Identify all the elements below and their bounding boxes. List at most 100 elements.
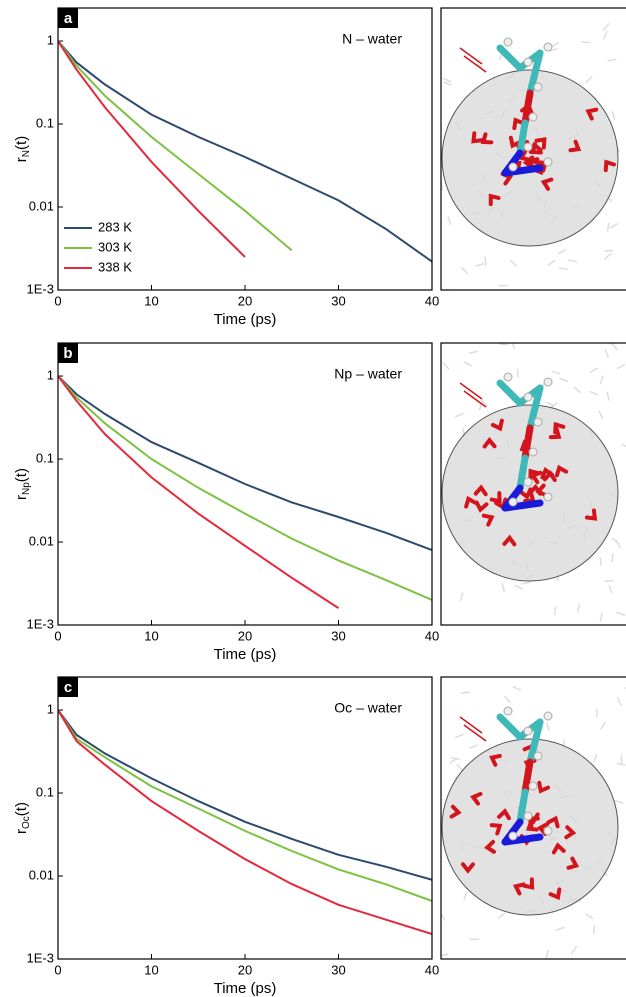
shell-water (508, 135, 522, 149)
shell-water (470, 791, 483, 806)
shell-water (449, 804, 462, 819)
x-tick-label: 40 (425, 962, 439, 977)
bulk-water (606, 391, 610, 401)
shell-water (512, 117, 525, 131)
series-line (58, 709, 432, 935)
hydrogen (543, 492, 553, 502)
shell-water (554, 464, 569, 478)
annotation: Oc – water (334, 700, 402, 716)
shell-water (512, 882, 526, 896)
bond (526, 49, 544, 97)
shell-water (584, 508, 598, 521)
shell-water (488, 193, 501, 207)
bulk-water (595, 708, 598, 718)
bulk-water (592, 754, 598, 764)
hydrogen (503, 372, 513, 382)
shell-water (548, 887, 562, 901)
shell-water (522, 877, 535, 890)
bulk-water (463, 891, 468, 901)
snapshot-frame (440, 676, 626, 960)
y-label-sub: Np (21, 482, 32, 495)
bond (526, 384, 544, 432)
bulk-water (468, 744, 478, 749)
y-label-sub: N (21, 150, 32, 157)
shell-water (473, 484, 488, 497)
bulk-water (616, 611, 626, 617)
shell-water (474, 500, 489, 513)
bond (501, 164, 544, 177)
series-line (58, 709, 432, 902)
annotation: Np – water (334, 366, 402, 382)
shell-water (568, 139, 582, 153)
shell-water (529, 470, 543, 485)
bulk-water (503, 695, 512, 704)
bulk-water (573, 386, 582, 394)
y-label-tail: (t) (13, 468, 30, 482)
bulk-water (585, 913, 594, 920)
bulk-water (454, 412, 464, 418)
y-tick-label: 0.01 (29, 867, 54, 882)
bulk-water (480, 399, 488, 407)
bulk-water (456, 763, 464, 772)
bulk-water (592, 924, 596, 935)
bulk-water (459, 592, 464, 602)
y-tick-label: 0.01 (29, 198, 54, 213)
shell-water (530, 142, 543, 155)
shell-water (482, 436, 497, 449)
shell-water (480, 132, 494, 145)
y-tick-label: 1 (47, 32, 54, 47)
y-axis-label: rOc(t) (13, 802, 32, 834)
bulk-water (576, 603, 581, 613)
shell-water (551, 842, 566, 855)
bulk-water (443, 81, 453, 86)
bulk-water (442, 362, 450, 370)
y-tick-label: 0.1 (36, 450, 54, 465)
bulk-water (475, 262, 485, 267)
bond (501, 833, 544, 846)
bulk-water (460, 266, 469, 275)
hydrogen (508, 162, 518, 172)
x-tick-label: 0 (54, 293, 61, 308)
bulk-water (460, 691, 470, 695)
bulk-water (547, 259, 556, 266)
y-label-main: r (13, 829, 30, 834)
hydrogen (528, 447, 538, 457)
bulk-water (571, 945, 578, 955)
bulk-water (602, 22, 610, 31)
bulk-water (599, 375, 605, 385)
hydrogen (528, 781, 538, 791)
bulk-water (599, 721, 607, 730)
bulk-water (484, 256, 487, 266)
legend-label: 338 K (98, 259, 132, 274)
bulk-water (558, 267, 568, 270)
bulk-water (514, 584, 524, 590)
y-axis-label: rNp(t) (13, 468, 32, 500)
series-line (58, 709, 432, 881)
bulk-water (516, 368, 520, 378)
arrow (459, 382, 487, 408)
x-tick-label: 30 (331, 293, 345, 308)
x-tick-label: 40 (425, 628, 439, 643)
y-tick-label: 0.1 (36, 115, 54, 130)
bulk-water (616, 697, 622, 706)
legend-label: 283 K (98, 219, 132, 234)
arrow (459, 47, 487, 73)
shell-water (471, 131, 484, 144)
hydrogen (543, 42, 553, 52)
series-line (58, 40, 246, 258)
series-line (58, 375, 432, 552)
bulk-water (616, 363, 626, 370)
bulk-water (549, 47, 559, 52)
y-tick-label: 0.1 (36, 784, 54, 799)
bond (496, 379, 524, 407)
x-axis-label: Time (ps) (214, 980, 277, 997)
bulk-water (441, 953, 449, 957)
y-tick-label: 1E-3 (27, 950, 54, 965)
shell-water (585, 107, 599, 121)
molecule (496, 706, 553, 846)
bulk-water (599, 612, 603, 622)
bulk-water (621, 443, 626, 448)
shell-water (502, 534, 517, 547)
shell-water (546, 815, 560, 829)
